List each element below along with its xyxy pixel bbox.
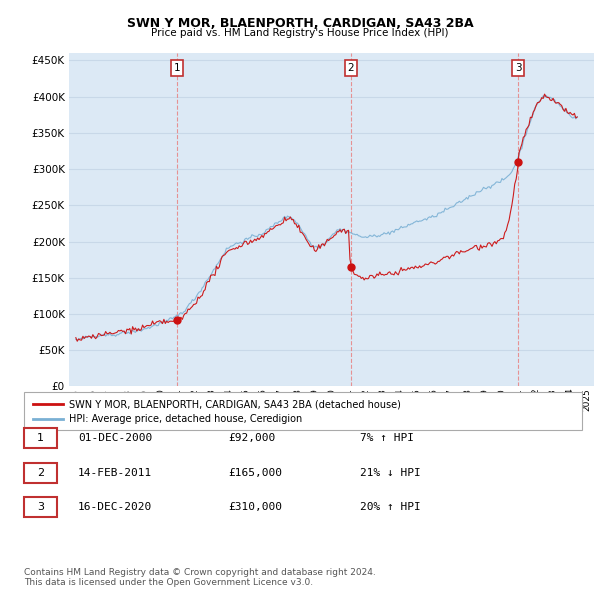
Text: SWN Y MOR, BLAENPORTH, CARDIGAN, SA43 2BA: SWN Y MOR, BLAENPORTH, CARDIGAN, SA43 2B… <box>127 17 473 30</box>
Text: 21% ↓ HPI: 21% ↓ HPI <box>360 468 421 477</box>
Text: 1: 1 <box>173 63 180 73</box>
Text: £92,000: £92,000 <box>228 434 275 443</box>
Text: 2: 2 <box>37 468 44 477</box>
Text: Price paid vs. HM Land Registry's House Price Index (HPI): Price paid vs. HM Land Registry's House … <box>151 28 449 38</box>
Text: Contains HM Land Registry data © Crown copyright and database right 2024.
This d: Contains HM Land Registry data © Crown c… <box>24 568 376 587</box>
Text: 14-FEB-2011: 14-FEB-2011 <box>78 468 152 477</box>
Text: 3: 3 <box>515 63 521 73</box>
Text: 3: 3 <box>37 502 44 512</box>
Text: 20% ↑ HPI: 20% ↑ HPI <box>360 502 421 512</box>
Text: £310,000: £310,000 <box>228 502 282 512</box>
Text: 2: 2 <box>347 63 354 73</box>
Text: £165,000: £165,000 <box>228 468 282 477</box>
Text: 16-DEC-2020: 16-DEC-2020 <box>78 502 152 512</box>
Text: HPI: Average price, detached house, Ceredigion: HPI: Average price, detached house, Cere… <box>69 414 302 424</box>
Text: 1: 1 <box>37 434 44 443</box>
Text: 01-DEC-2000: 01-DEC-2000 <box>78 434 152 443</box>
Text: 7% ↑ HPI: 7% ↑ HPI <box>360 434 414 443</box>
Text: SWN Y MOR, BLAENPORTH, CARDIGAN, SA43 2BA (detached house): SWN Y MOR, BLAENPORTH, CARDIGAN, SA43 2B… <box>69 399 401 409</box>
